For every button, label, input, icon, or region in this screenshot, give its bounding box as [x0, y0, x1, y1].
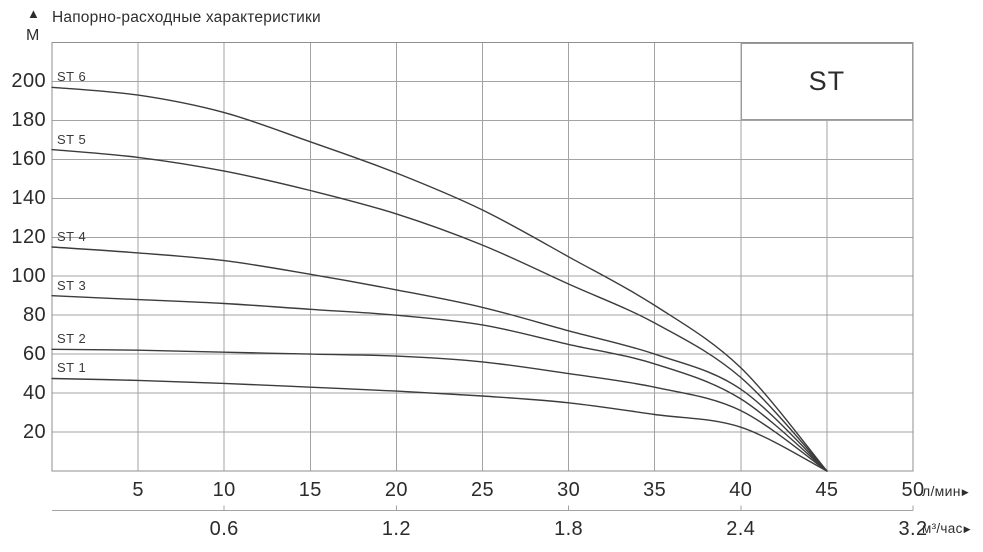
x-tick-label-45: 45: [815, 479, 839, 501]
x-tick-label-10: 10: [212, 479, 236, 501]
y-tick-label-60: 60: [22, 343, 46, 366]
x-tick-label-30: 30: [557, 479, 581, 501]
y-axis-up-arrow-icon: ▲: [27, 6, 40, 21]
curve-st-5: [51, 148, 828, 472]
x-tick-label-5: 5: [132, 479, 144, 501]
curve-label-st-1: ST 1: [57, 360, 87, 376]
y-tick-label-140: 140: [11, 187, 46, 210]
curve-st-6: [51, 86, 828, 472]
curve-label-st-2: ST 2: [57, 331, 87, 347]
x-tick-label-20: 20: [384, 479, 408, 501]
secondary-x-axis-right-arrow-icon: ▶: [963, 524, 971, 534]
y-tick-label-180: 180: [11, 109, 46, 132]
curve-label-st-3: ST 3: [57, 277, 87, 293]
y-tick-label-200: 200: [11, 70, 46, 93]
y-tick-label-80: 80: [22, 304, 46, 327]
secondary-x-axis-unit: м³/час▶: [922, 521, 971, 536]
x-tick-label-40: 40: [729, 479, 753, 501]
x-tick-label-50: 50: [901, 479, 925, 501]
secondary-x-tick-label-2.4: 2.4: [726, 518, 756, 540]
curve-st-3: [51, 295, 828, 472]
x-axis-unit: л/мин▶: [922, 483, 969, 499]
secondary-x-tick-label-0.6: 0.6: [209, 518, 239, 540]
curve-label-st-5: ST 5: [57, 131, 87, 147]
series-family-badge: ST: [740, 42, 913, 121]
y-tick-label-100: 100: [11, 265, 46, 288]
series-family-label: ST: [808, 65, 846, 96]
secondary-x-tick-label-1.2: 1.2: [381, 518, 411, 540]
chart-title: Напорно-расходные характеристики: [52, 9, 321, 26]
curve-st-4: [51, 246, 828, 472]
secondary-x-tick-label-1.8: 1.8: [554, 518, 584, 540]
secondary-x-axis-unit-label: м³/час: [922, 521, 963, 536]
y-tick-label-40: 40: [22, 382, 46, 405]
y-tick-label-120: 120: [11, 226, 46, 249]
curve-st-2: [51, 348, 828, 472]
y-axis-unit-label: М: [26, 27, 40, 44]
curve-st-1: [51, 377, 828, 472]
secondary-x-tick-label-3.2: 3.2: [898, 518, 928, 540]
plot-border: [51, 42, 914, 472]
x-tick-label-25: 25: [470, 479, 495, 501]
x-axis-right-arrow-icon: ▶: [961, 487, 969, 497]
x-tick-label-35: 35: [643, 479, 667, 501]
x-tick-label-15: 15: [298, 479, 322, 501]
curve-label-st-6: ST 6: [57, 69, 87, 85]
curve-label-st-4: ST 4: [57, 229, 87, 244]
y-tick-label-160: 160: [11, 148, 46, 171]
y-tick-label-20: 20: [22, 421, 46, 444]
x-axis-unit-label: л/мин: [922, 483, 961, 499]
